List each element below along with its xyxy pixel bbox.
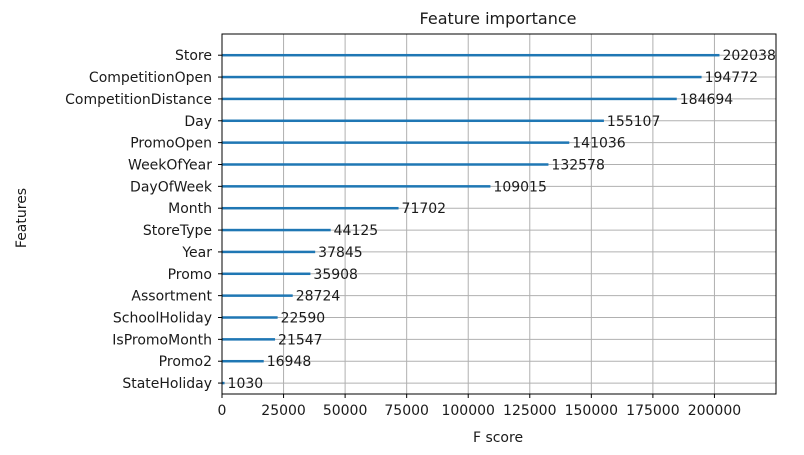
y-tick-label: DayOfWeek — [130, 179, 213, 195]
x-tick-label: 100000 — [441, 403, 494, 419]
x-tick-label: 150000 — [565, 403, 618, 419]
bar-value-label: 194772 — [705, 70, 758, 86]
bar-value-label: 1030 — [228, 376, 264, 392]
bar-value-label: 35908 — [313, 267, 358, 283]
bar — [222, 228, 331, 232]
x-tick-label: 175000 — [626, 403, 679, 419]
y-tick-label: IsPromoMonth — [112, 332, 212, 348]
x-tick-label: 50000 — [323, 403, 368, 419]
bar — [222, 53, 720, 57]
y-tick-label: Store — [175, 48, 212, 64]
bar — [222, 206, 399, 210]
bar-value-label: 141036 — [572, 136, 626, 152]
bar — [222, 97, 677, 101]
bar — [222, 272, 311, 276]
bar-value-label: 202038 — [722, 48, 775, 64]
value-labels: 202038 194772 184694 155107 141036 132578 1090… — [228, 48, 776, 392]
bar — [222, 381, 225, 385]
y-tick-label: Month — [168, 201, 212, 217]
bar-value-label: 132578 — [551, 157, 604, 173]
plot-area-frame — [221, 33, 777, 395]
bar-value-label: 16948 — [267, 354, 312, 370]
bar-value-label: 22590 — [281, 310, 326, 326]
y-tick-label: Promo2 — [159, 354, 212, 370]
y-tick-label: StateHoliday — [122, 376, 212, 392]
x-axis-ticks: 0 25000 50000 75000 100000 125000 150000 175000… — [218, 394, 741, 419]
bar — [222, 359, 264, 363]
y-tick-label: StoreType — [143, 223, 212, 239]
y-axis-label: Features — [14, 188, 30, 248]
bars — [222, 53, 720, 385]
y-tick-label: Promo — [168, 267, 212, 283]
bar — [222, 338, 276, 341]
y-tick-label: CompetitionDistance — [65, 92, 212, 108]
x-tick-label: 25000 — [261, 403, 306, 419]
bar — [222, 185, 491, 188]
y-tick-label: SchoolHoliday — [113, 310, 212, 326]
y-tick-label: CompetitionOpen — [89, 70, 212, 86]
bar-value-label: 21547 — [278, 332, 323, 348]
bar-value-label: 184694 — [680, 92, 734, 108]
bar — [222, 250, 316, 254]
bar — [222, 294, 293, 297]
bar — [222, 141, 570, 144]
bar — [222, 75, 702, 79]
x-axis-label: F score — [473, 430, 523, 446]
x-tick-label: 75000 — [384, 403, 429, 419]
x-tick-label: 0 — [218, 403, 227, 419]
y-tick-label: Year — [181, 245, 212, 261]
bar-value-label: 155107 — [607, 114, 660, 130]
y-tick-label: Day — [184, 114, 212, 130]
chart-title: Feature importance — [420, 9, 577, 28]
bar-value-label: 28724 — [296, 289, 341, 305]
bar-value-label: 71702 — [402, 201, 447, 217]
bar-value-label: 109015 — [493, 179, 546, 195]
bar — [222, 163, 549, 166]
y-tick-label: Assortment — [131, 289, 212, 305]
bar-value-label: 44125 — [334, 223, 379, 239]
bar-value-label: 37845 — [318, 245, 363, 261]
x-tick-label: 125000 — [503, 403, 556, 419]
y-axis-ticks: Store CompetitionOpen CompetitionDistance D… — [65, 48, 222, 392]
bar — [222, 316, 278, 319]
x-tick-label: 200000 — [688, 403, 741, 419]
y-tick-label: PromoOpen — [130, 136, 212, 152]
bar — [222, 119, 604, 123]
y-tick-label: WeekOfYear — [128, 157, 212, 173]
